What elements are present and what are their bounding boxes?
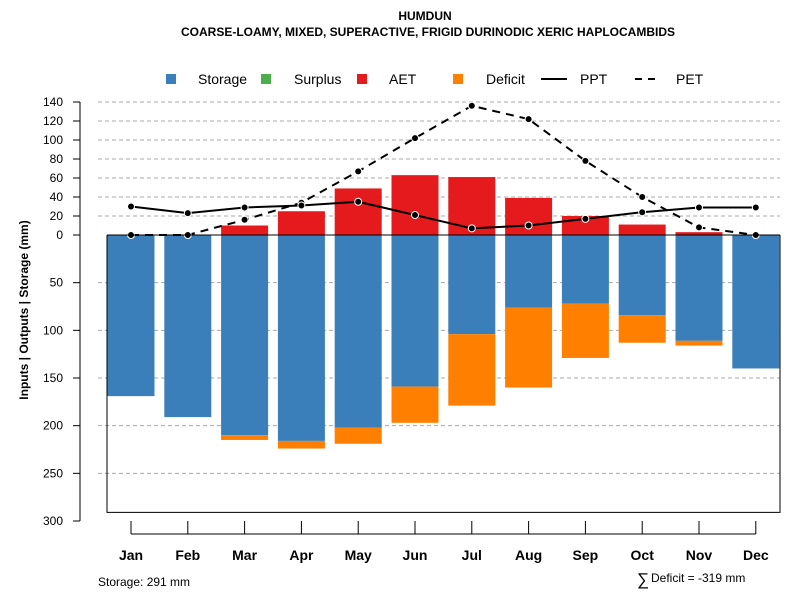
y-tick-label-upper: 60 (50, 171, 64, 185)
x-tick-label-nov: Nov (686, 547, 713, 563)
ppt-line (130, 200, 756, 230)
y-tick-label-lower: 100 (43, 323, 63, 337)
deficit-bar-jun (391, 386, 439, 423)
legend-surplus-swatch (261, 74, 271, 84)
storage-bar-feb (164, 235, 212, 418)
legend-deficit-swatch (453, 74, 463, 84)
ppt-point-feb (183, 209, 192, 218)
legend-pet-label: PET (676, 71, 704, 87)
ppt-point-apr (297, 201, 306, 210)
x-tick-label-jul: Jul (462, 547, 482, 563)
y-tick-label-upper: 40 (50, 190, 64, 204)
legend-storage-swatch (166, 74, 176, 84)
pet-point-jul (467, 101, 476, 110)
ppt-point-jan (127, 202, 135, 211)
aet-bar-mar (221, 225, 269, 235)
aet-bar-nov (675, 232, 723, 235)
x-tick-label-may: May (345, 547, 372, 563)
storage-bar-oct (618, 235, 666, 316)
deficit-footer: Deficit = -319 mm (651, 571, 745, 585)
pet-point-jun (411, 134, 419, 143)
x-tick-label-mar: Mar (232, 547, 257, 563)
x-tick-label-sep: Sep (573, 547, 599, 563)
deficit-bar-oct (618, 315, 666, 343)
x-tick-label-jan: Jan (119, 547, 143, 563)
y-tick-label-lower: 300 (43, 514, 63, 528)
ppt-point-jun (411, 211, 419, 220)
storage-bar-apr (277, 235, 325, 441)
legend-surplus-label: Surplus (294, 71, 341, 87)
x-tick-label-jun: Jun (403, 547, 428, 563)
storage-bar-sep (561, 235, 609, 304)
pet-point-aug (524, 115, 533, 124)
y-axis-label: Inputs | Outputs | Storage (mm) (17, 220, 31, 399)
ppt-point-oct (638, 208, 647, 217)
ppt-point-mar (240, 203, 249, 212)
pet-point-nov (695, 223, 703, 232)
legend-storage-label: Storage (198, 71, 247, 87)
pet-point-may (354, 167, 363, 176)
storage-bar-aug (505, 235, 553, 308)
y-tick-label-lower: 150 (43, 371, 63, 385)
y-tick-label-upper: 20 (50, 209, 64, 223)
y-tick-label-upper: 120 (43, 114, 63, 128)
ppt-point-dec (751, 203, 760, 212)
legend: Storage Surplus AET Deficit PPT PET (166, 71, 704, 87)
pet-point-mar (240, 215, 249, 224)
storage-bar-nov (675, 235, 723, 341)
pet-point-oct (638, 193, 647, 201)
aet-bar-may (334, 188, 382, 235)
ppt-point-aug (524, 221, 533, 230)
y-tick-label-upper: 140 (43, 95, 63, 109)
x-tick-label-feb: Feb (175, 547, 200, 563)
y-tick-label-upper: 80 (50, 152, 64, 166)
deficit-bar-may (334, 427, 382, 444)
axes: 0 20 40 60 80 100 120 140 50 100 150 200 250 300 Jan Fe… (43, 95, 781, 563)
ppt-point-jul (467, 224, 476, 233)
deficit-bar-mar (221, 435, 269, 440)
x-tick-label-oct: Oct (631, 547, 655, 563)
x-tick-label-aug: Aug (515, 547, 542, 563)
storage-bar-jun (391, 235, 439, 387)
ppt-point-sep (581, 214, 590, 223)
pet-point-sep (581, 156, 590, 165)
deficit-bar-jul (448, 334, 496, 406)
aet-bar-jun (391, 175, 439, 235)
ppt-point-nov (695, 203, 703, 212)
deficit-bar-aug (505, 307, 553, 388)
bars (107, 175, 780, 449)
aet-bar-apr (277, 211, 325, 235)
chart-subtitle: COARSE-LOAMY, MIXED, SUPERACTIVE, FRIGID… (181, 25, 675, 39)
deficit-bar-apr (277, 440, 325, 449)
legend-aet-swatch (357, 74, 367, 84)
storage-bar-jul (448, 235, 496, 335)
y-tick-label-lower: 250 (43, 466, 63, 480)
deficit-bar-nov (675, 340, 723, 346)
lines (127, 101, 760, 239)
y-tick-label-upper: 100 (43, 133, 63, 147)
pet-line (131, 104, 756, 236)
y-tick-label-lower: 200 (43, 419, 63, 433)
deficit-sum-symbol: ∑ (637, 570, 649, 589)
storage-capacity-frame (106, 235, 781, 513)
storage-bar-jan (107, 235, 155, 397)
legend-deficit-label: Deficit (486, 71, 525, 87)
storage-bar-may (334, 235, 382, 428)
legend-aet-label: AET (389, 71, 417, 87)
x-tick-label-dec: Dec (743, 547, 769, 563)
aet-bar-oct (618, 224, 666, 235)
deficit-bar-sep (561, 303, 609, 358)
y-tick-label-upper: 0 (56, 228, 63, 242)
chart-title: HUMDUN (398, 9, 451, 23)
x-tick-label-apr: Apr (289, 547, 314, 563)
ppt-point-may (354, 197, 363, 206)
storage-bar-dec (732, 235, 780, 369)
storage-footer: Storage: 291 mm (98, 575, 190, 589)
storage-bar-mar (221, 235, 269, 436)
legend-ppt-label: PPT (580, 71, 608, 87)
grid (98, 101, 780, 474)
y-tick-label-lower: 50 (50, 276, 64, 290)
